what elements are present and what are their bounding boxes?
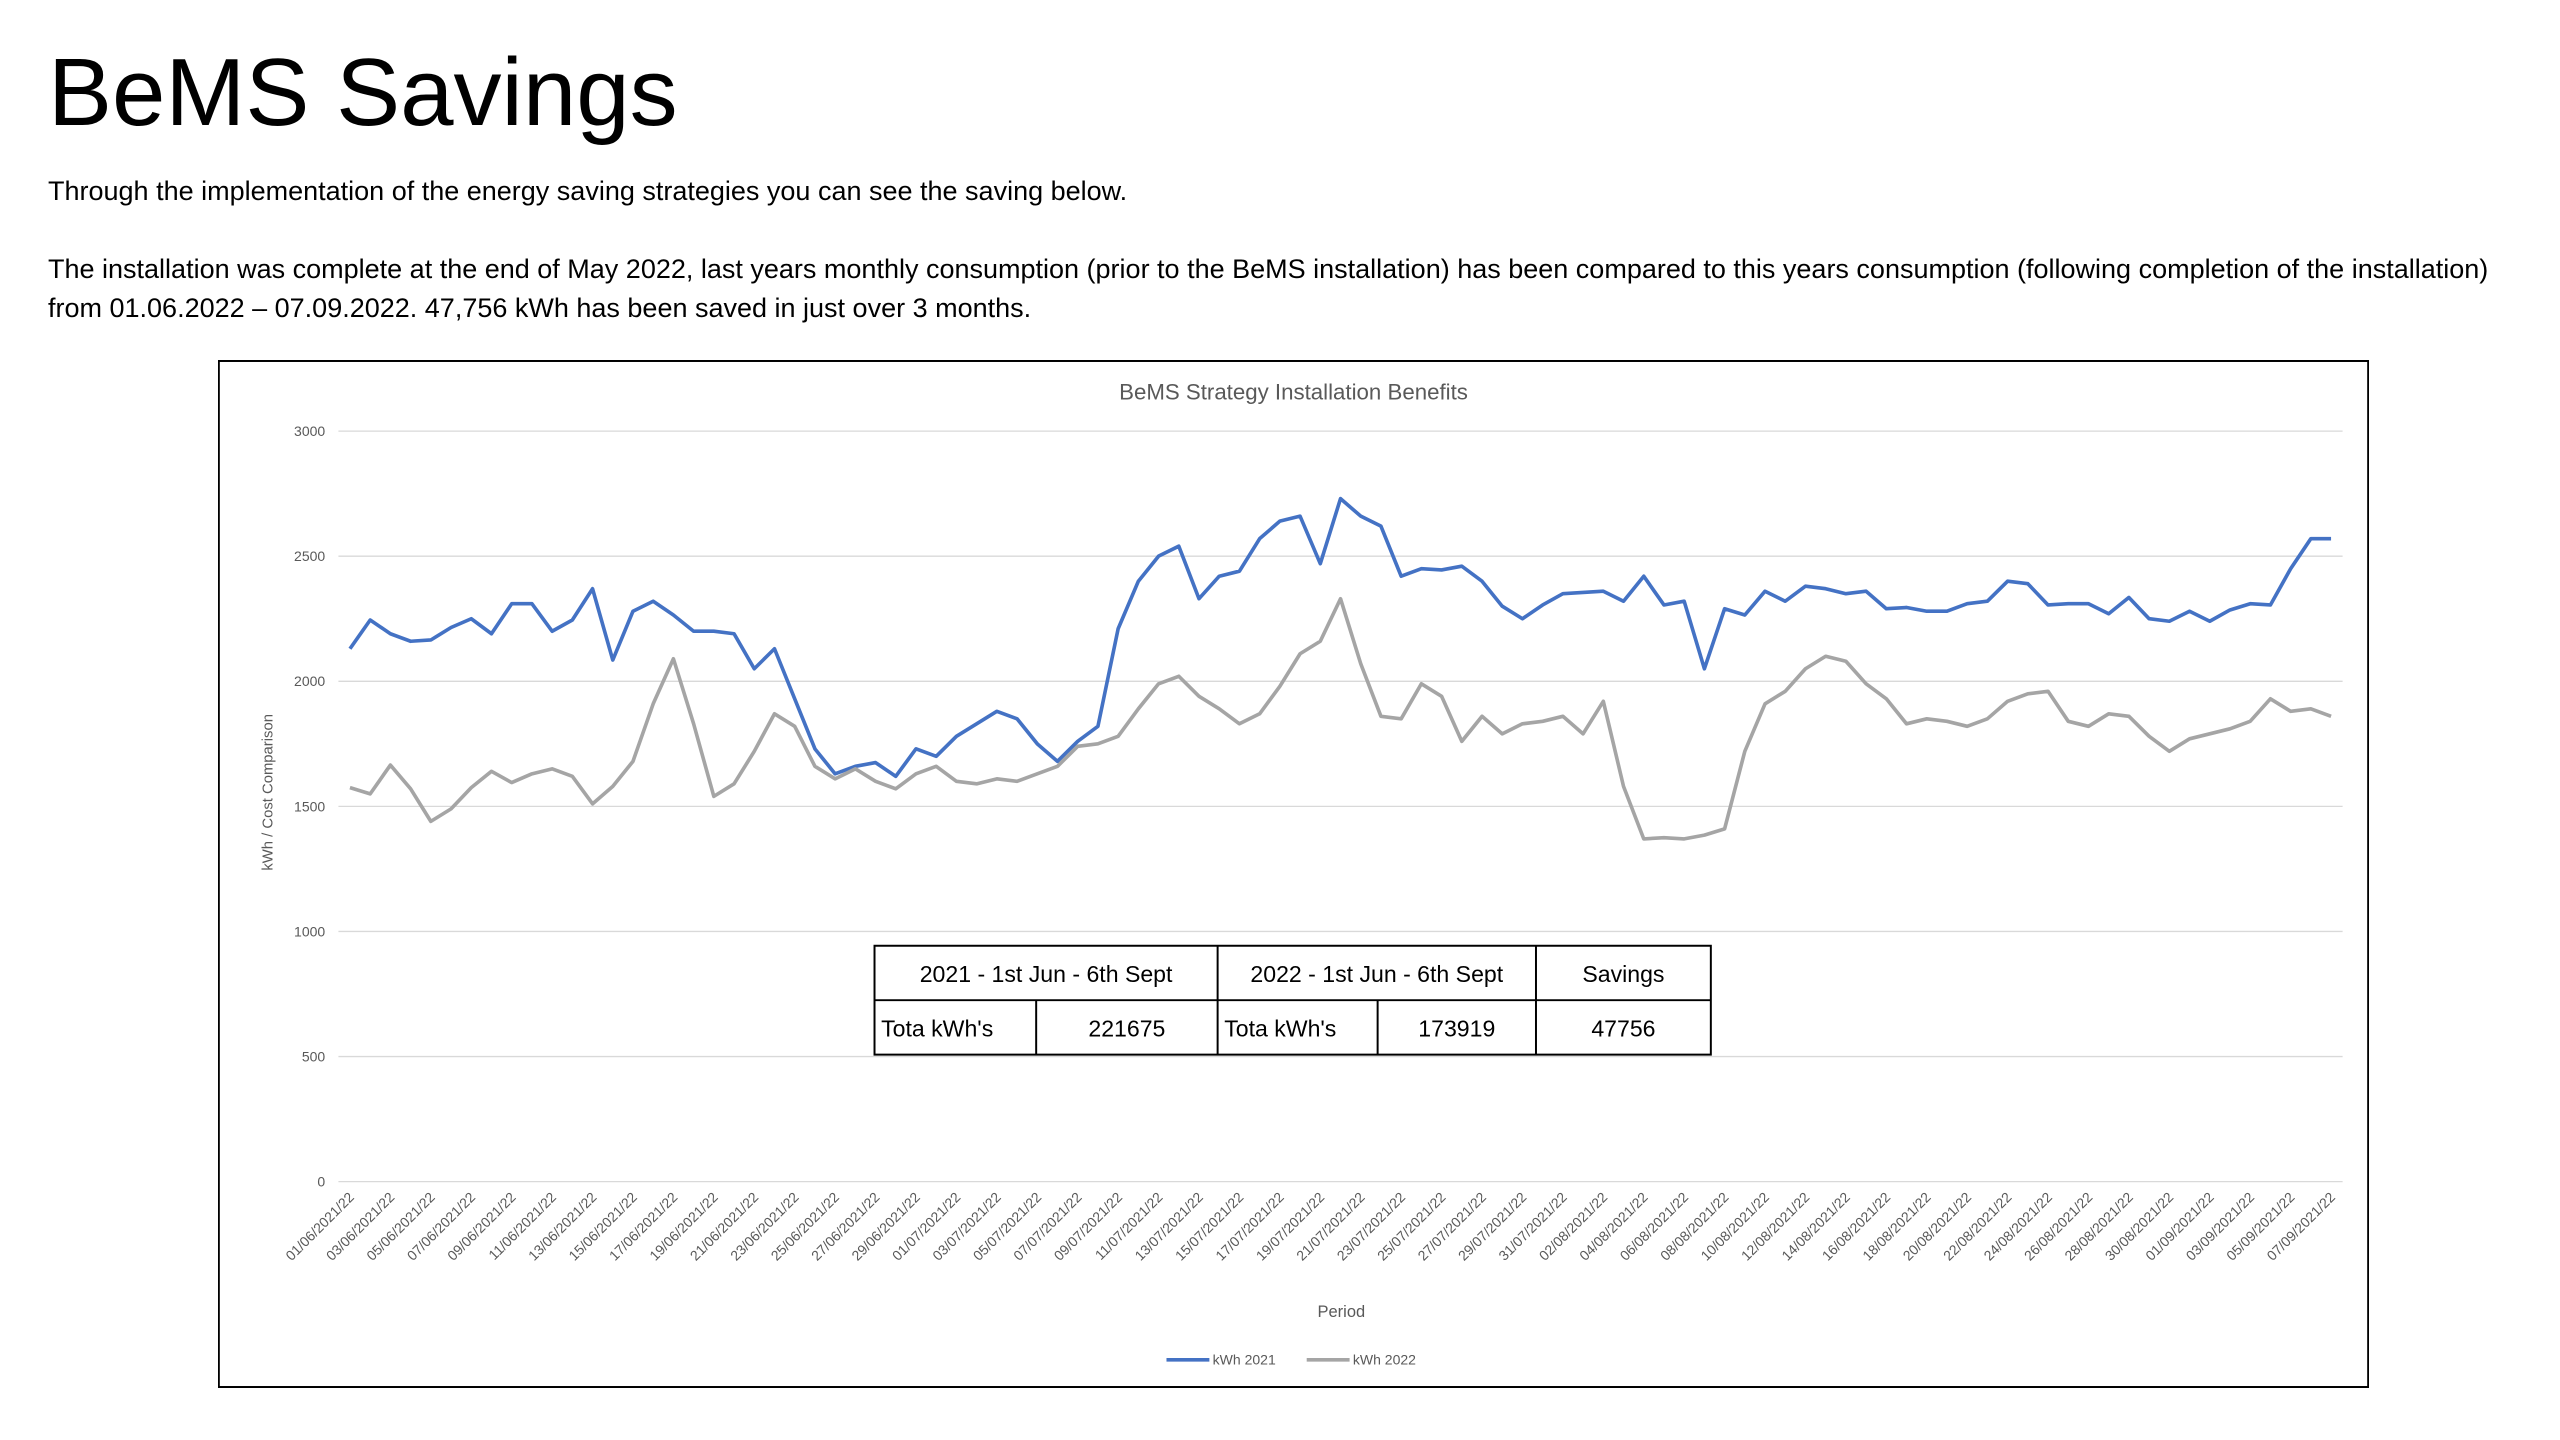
y-tick-label: 0 — [317, 1174, 325, 1190]
x-axis-label: Period — [1318, 1303, 1366, 1321]
legend-label: kWh 2022 — [1353, 1352, 1416, 1368]
y-tick-label: 500 — [302, 1048, 326, 1064]
table-header: 2021 - 1st Jun - 6th Sept — [920, 961, 1173, 987]
table-cell-text: 221675 — [1088, 1015, 1165, 1041]
table-cell-text: 173919 — [1418, 1015, 1495, 1041]
chart: BeMS Strategy Installation Benefits kWh … — [218, 360, 2369, 1388]
series-line — [348, 496, 2332, 779]
table-cell-text: Tota kWh's — [881, 1015, 993, 1041]
intro-text: Through the implementation of the energy… — [48, 176, 1128, 206]
chart-frame — [218, 360, 2369, 1388]
y-tick-label: 1500 — [294, 798, 325, 814]
table-cell-text: 47756 — [1591, 1015, 1655, 1041]
savings-table: 2021 - 1st Jun - 6th Sept 2022 - 1st Jun … — [873, 944, 1712, 1056]
series-line — [349, 596, 2332, 841]
y-tick-label: 3000 — [294, 423, 325, 439]
table-header: Savings — [1582, 961, 1664, 987]
table-header: 2022 - 1st Jun - 6th Sept — [1250, 961, 1503, 987]
y-tick-label: 2500 — [294, 548, 325, 564]
y-tick-label: 2000 — [294, 673, 325, 689]
body-text: The installation was complete at the end… — [48, 254, 2489, 323]
y-axis-label: kWh / Cost Comparison — [260, 714, 276, 871]
table-cell-text: Tota kWh's — [1224, 1015, 1336, 1041]
legend-label: kWh 2021 — [1213, 1352, 1276, 1368]
y-tick-label: 1000 — [294, 923, 325, 939]
page-title: BeMS Savings — [48, 39, 678, 146]
chart-title: BeMS Strategy Installation Benefits — [1119, 380, 1468, 405]
